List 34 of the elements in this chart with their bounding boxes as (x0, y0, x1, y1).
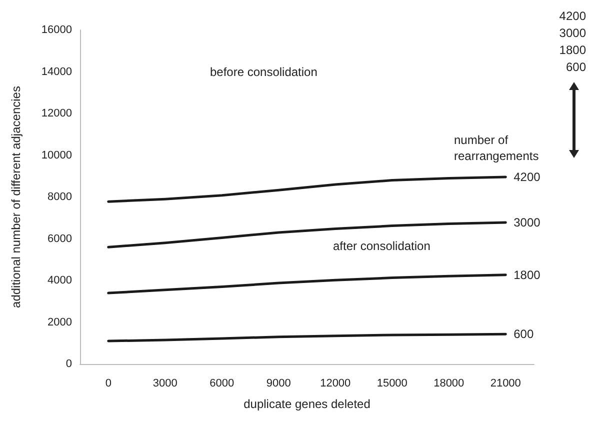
x-tick-label: 15000 (376, 378, 408, 390)
series-label: 600 (514, 327, 534, 342)
annotation: after consolidation (333, 239, 430, 253)
x-tick-label: 21000 (490, 378, 521, 390)
y-tick-label: 14000 (41, 66, 72, 78)
y-axis-title: additional number of different adjacencies (9, 86, 23, 308)
text: 600 (566, 60, 586, 74)
line-series (107, 221, 507, 248)
y-tick-label: 2000 (48, 316, 72, 328)
y-tick-label: 10000 (41, 149, 72, 162)
y-tick-label: 8000 (48, 191, 72, 203)
series-label: 1800 (514, 268, 541, 282)
x-tick-label: 0 (105, 378, 112, 390)
x-tick-label: 6000 (210, 378, 234, 390)
x-tick-label: 9000 (266, 378, 291, 390)
line-series (107, 332, 507, 342)
text: 3000 (559, 26, 586, 40)
x-tick-label: 18000 (434, 378, 464, 390)
x-axis-title: duplicate genes deleted (244, 397, 370, 411)
x-tick-label: 3000 (152, 378, 178, 390)
annotation: number of rearrangements (454, 133, 539, 163)
annotation: before consolidation (210, 65, 318, 79)
series-label: 4200 (514, 170, 541, 184)
y-tick-label: 12000 (41, 108, 72, 120)
y-tick-label: 0 (66, 358, 72, 370)
line-series (107, 274, 507, 294)
text: 1800 (559, 43, 586, 57)
line-series (107, 176, 507, 203)
text: 4200 (559, 9, 586, 23)
series-label: 3000 (514, 215, 541, 230)
y-tick-label: 4000 (48, 274, 72, 286)
x-tick-label: 12000 (320, 378, 351, 390)
y-tick-label: 6000 (48, 232, 72, 245)
y-tick-label: 16000 (41, 24, 72, 36)
